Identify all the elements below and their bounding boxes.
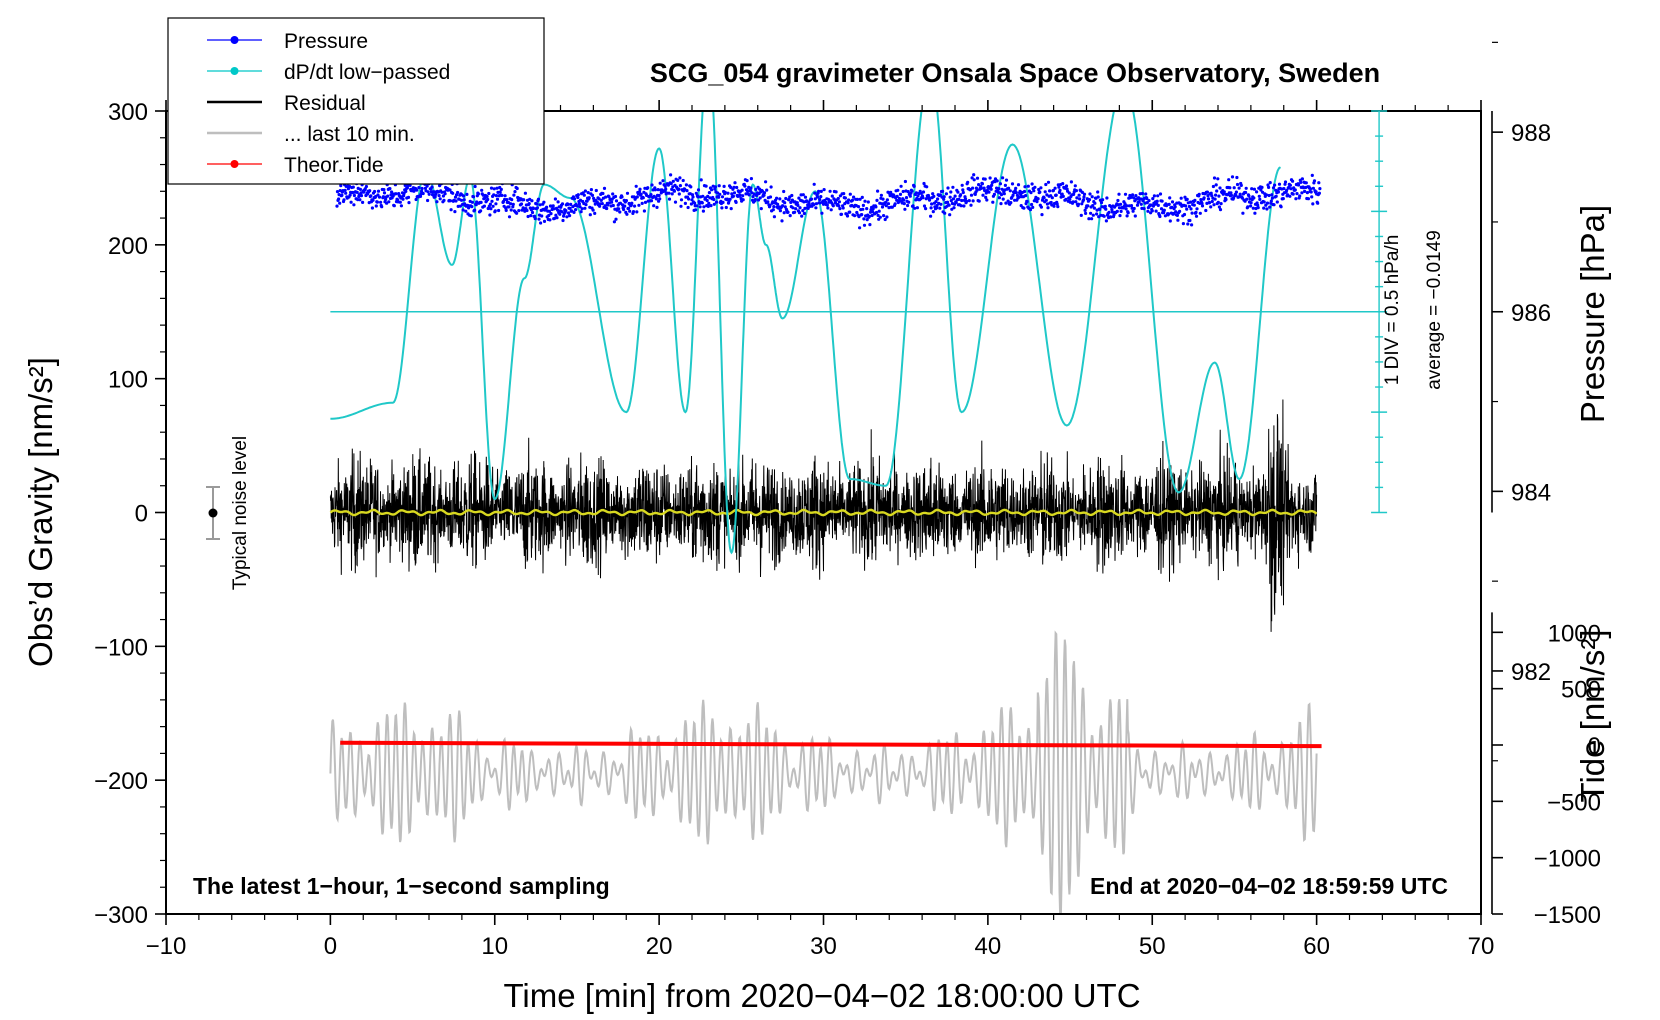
chart-title: SCG_054 gravimeter Onsala Space Observat… (650, 58, 1380, 88)
y-tick-label: 100 (108, 367, 148, 394)
scale-annotation-line2: average = −0.0149 (1424, 230, 1445, 390)
dpdt-line (330, 111, 1282, 555)
tide-tick-label: 1000 (1548, 620, 1601, 647)
legend-swatch-dot (230, 36, 239, 44)
legend-swatch-dot (230, 67, 239, 75)
legend: Pressure dP/dt low−passed Residual ... last… (167, 17, 545, 185)
tide-tick-label: 0 (1588, 733, 1601, 760)
pressure-tick-label: 988 (1511, 120, 1551, 147)
x-tick-label: −10 (146, 933, 187, 960)
pressure-tick-label: 986 (1511, 300, 1551, 327)
residual-smoothed-line (329, 508, 1318, 517)
x-tick-label: 50 (1139, 933, 1166, 960)
noise-level-marker (206, 486, 220, 540)
x-tick-label: 20 (646, 933, 673, 960)
tide-tick-label: −1500 (1534, 902, 1601, 929)
x-tick-label: 70 (1468, 933, 1495, 960)
y-tick-label: 0 (135, 501, 148, 528)
legend-label: ... last 10 min. (284, 123, 415, 146)
last-10-min-line (329, 630, 1318, 914)
tide-tick-label: −500 (1547, 789, 1601, 816)
footer-left: The latest 1−hour, 1−second sampling (193, 873, 610, 899)
y-tick-label: 200 (108, 233, 148, 260)
y-tick-label: −100 (94, 634, 148, 661)
pressure-tick-label: 982 (1511, 659, 1551, 686)
footer-right: End at 2020−04−02 18:59:59 UTC (1090, 873, 1448, 899)
x-tick-label: 40 (975, 933, 1002, 960)
noise-level-label: Typical noise level (230, 436, 251, 590)
legend-swatch-dot (230, 160, 239, 168)
y-tick-label: −300 (94, 902, 148, 929)
tide-tick-label: −1000 (1534, 846, 1601, 873)
legend-label: Pressure (284, 30, 368, 53)
y-tick-label: 300 (108, 99, 148, 126)
theor-tide-line (340, 740, 1322, 749)
y-axis-title-tide: Tide [nm/s²] (1574, 630, 1611, 803)
legend-label: dP/dt low−passed (284, 61, 450, 84)
y-axis-title-left: Obs’d Gravity [nm/s²] (22, 357, 59, 667)
scale-annotation-line1: 1 DIV = 0.5 hPa/h (1382, 235, 1403, 386)
x-tick-label: 0 (324, 933, 337, 960)
x-tick-label: 30 (810, 933, 837, 960)
tide-tick-label: 500 (1561, 677, 1601, 704)
legend-label: Residual (284, 92, 366, 115)
x-axis-title: Time [min] from 2020−04−02 18:00:00 UTC (503, 977, 1140, 1014)
y-tick-label: −200 (94, 768, 148, 795)
x-tick-label: 60 (1303, 933, 1330, 960)
legend-label: Theor.Tide (284, 154, 384, 177)
pressure-tick-label: 984 (1511, 479, 1551, 506)
x-tick-label: 10 (481, 933, 508, 960)
y-axis-title-pressure: Pressure [hPa] (1574, 205, 1611, 423)
